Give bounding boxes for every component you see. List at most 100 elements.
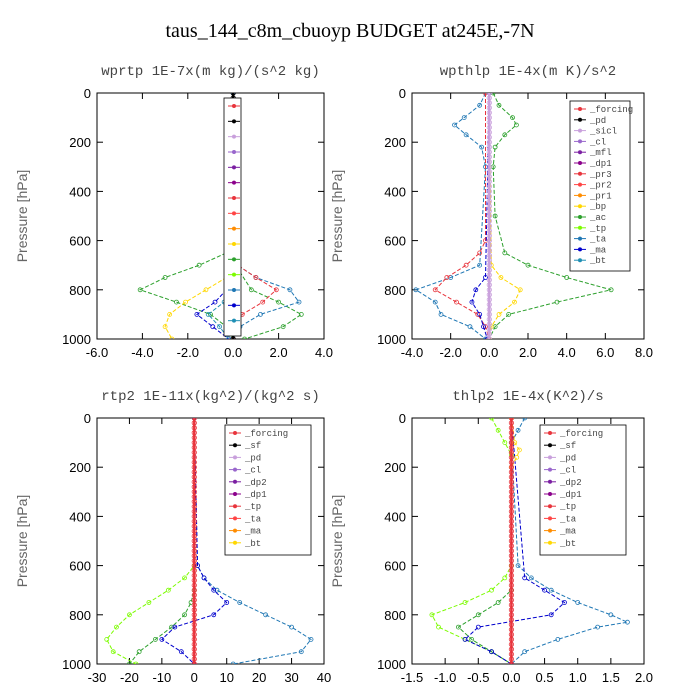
series-point (489, 587, 494, 593)
series-point (512, 299, 517, 305)
forcing-marker (191, 572, 197, 579)
legend-label: _dp1 (559, 490, 582, 500)
series-point (182, 612, 187, 618)
forcing-marker (191, 661, 197, 664)
forcing-marker (191, 597, 197, 603)
forcing-marker (508, 499, 515, 505)
legend-marker (548, 516, 552, 521)
forcing-marker (486, 129, 492, 135)
x-tick-label: -30 (88, 670, 107, 685)
legend-label: _dp2 (244, 478, 267, 488)
legend-marker (233, 431, 237, 435)
forcing-marker (508, 656, 515, 662)
series-point (516, 447, 522, 453)
series-group (429, 418, 630, 664)
forcing-marker (191, 577, 197, 583)
forcing-marker (191, 484, 197, 490)
series-point (296, 299, 302, 305)
series-point (514, 454, 520, 460)
series-point (104, 637, 110, 642)
forcing-marker (508, 459, 515, 465)
legend-marker (578, 117, 582, 122)
series-point (554, 299, 560, 305)
series-point (475, 311, 481, 317)
series-point (515, 427, 521, 433)
forcing-marker (191, 523, 197, 529)
series-point (210, 324, 216, 330)
forcing-marker (486, 262, 492, 268)
y-tick-label: 800 (69, 608, 91, 623)
x-tick-label: 8.0 (635, 345, 653, 360)
series-point (479, 144, 485, 150)
legend-marker (578, 193, 582, 198)
plot-frame (96, 417, 325, 665)
forcing-marker (508, 503, 515, 510)
plot-title: wprtp 1E-7x(m kg)/(s^2 kg) (101, 64, 319, 80)
forcing-marker (486, 277, 492, 283)
legend-label: _mfl (589, 148, 612, 158)
series-point (211, 612, 217, 618)
series-point (174, 299, 179, 305)
forcing-marker (486, 272, 492, 278)
forcing-marker (508, 597, 515, 603)
legend-label: _pr3 (589, 170, 612, 180)
forcing-marker (486, 164, 492, 170)
forcing-marker (508, 617, 515, 623)
series-point (469, 299, 475, 305)
series-point (625, 619, 630, 625)
forcing-marker (508, 577, 515, 583)
legend-marker (233, 492, 237, 496)
series-point (492, 144, 498, 150)
legend-label: _pr1 (589, 191, 612, 201)
forcing-marker (508, 435, 515, 441)
legend-label: _pd (589, 116, 606, 126)
series-point (608, 287, 614, 293)
series-point (496, 102, 502, 108)
legend-label: _sf (559, 441, 576, 451)
forcing-marker (508, 444, 515, 451)
legend-marker (578, 182, 582, 187)
forcing-marker (508, 439, 515, 446)
legend-marker (233, 540, 237, 545)
y-tick-label: 800 (384, 283, 406, 298)
series-line-dp2 (129, 418, 195, 664)
series-point (473, 287, 479, 293)
forcing-marker (191, 582, 197, 588)
series-point (475, 624, 481, 630)
series-point (475, 612, 481, 618)
series-point (483, 93, 488, 96)
forcing-marker (191, 636, 197, 643)
y-axis-label: Pressure [hPa] (329, 495, 345, 588)
legend-marker (578, 236, 582, 241)
legend-marker (233, 516, 237, 521)
series-group (413, 93, 614, 339)
legend-marker (578, 171, 582, 176)
forcing-marker (508, 489, 515, 495)
y-tick-label: 400 (69, 184, 91, 199)
forcing-marker (508, 474, 515, 480)
forcing-marker (486, 228, 492, 234)
forcing-marker (486, 124, 492, 131)
series-point (481, 324, 486, 330)
legend-label: _dp2 (559, 478, 582, 488)
series-point (162, 324, 168, 330)
legend-marker (233, 479, 237, 484)
legend-label: _cl (589, 137, 606, 147)
forcing-marker (191, 508, 197, 515)
forcing-marker (486, 218, 492, 224)
series-point (133, 661, 139, 664)
series-point (525, 262, 531, 268)
x-tick-label: 40 (317, 670, 331, 685)
series-line-dp1 (106, 418, 195, 664)
series-group (104, 418, 314, 664)
x-tick-label: -10 (152, 670, 171, 685)
x-tick-label: -6.0 (86, 345, 108, 360)
forcing-marker (486, 292, 492, 298)
series-point (188, 600, 194, 605)
y-tick-label: 800 (384, 608, 406, 623)
series-point (127, 612, 132, 618)
series-point (183, 299, 188, 305)
y-tick-label: 200 (69, 135, 91, 150)
series-line-ta (161, 418, 228, 664)
forcing-marker (486, 134, 492, 140)
